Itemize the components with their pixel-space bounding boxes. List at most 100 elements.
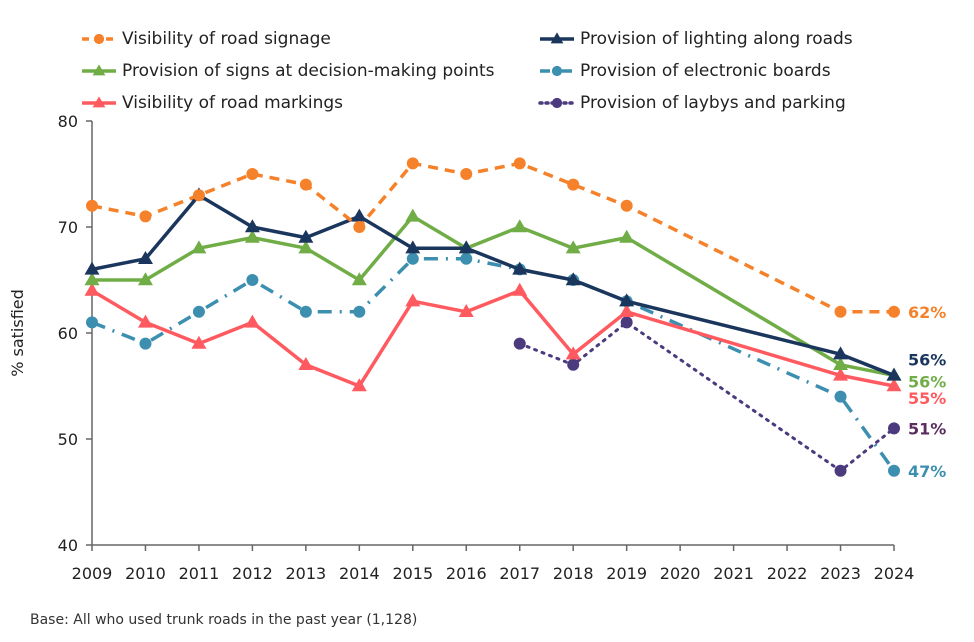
data-point	[512, 219, 528, 233]
legend-marker	[93, 33, 105, 45]
data-point	[86, 199, 98, 212]
data-point	[513, 157, 526, 170]
data-point	[299, 178, 312, 191]
series-0	[86, 157, 900, 318]
x-tick-label: 2016	[446, 564, 487, 583]
end-value-label: 56%	[908, 350, 946, 369]
x-tick-label: 2012	[232, 564, 273, 583]
data-point	[834, 390, 847, 403]
legend-label: Provision of lighting along roads	[580, 29, 853, 49]
legend-swatch-icon	[538, 97, 576, 109]
y-tick-label: 80	[58, 112, 78, 131]
series-2	[84, 208, 902, 381]
y-tick-label: 70	[58, 218, 78, 237]
end-labels: 62% 56% 56% 47% 55% 51%	[908, 303, 946, 481]
legend-marker	[551, 97, 563, 109]
data-point	[246, 274, 259, 286]
series-1	[84, 187, 902, 381]
data-point	[406, 157, 419, 170]
x-tick-label: 2010	[125, 564, 166, 583]
data-point	[567, 358, 580, 371]
data-point	[565, 240, 581, 254]
y-tick-label: 60	[58, 324, 78, 343]
legend-marker	[551, 65, 563, 77]
legend-label: Provision of electronic boards	[580, 61, 831, 81]
data-point	[137, 314, 153, 328]
data-point	[886, 378, 902, 392]
data-point	[565, 272, 581, 286]
data-point	[406, 252, 419, 265]
data-point	[353, 221, 366, 233]
x-tick-label: 2019	[606, 564, 647, 583]
legend-label: Provision of laybys and parking	[580, 93, 846, 113]
data-point	[353, 305, 366, 318]
x-tick-label: 2024	[874, 564, 915, 583]
data-point	[833, 346, 849, 360]
legend: Visibility of road signage Provision of …	[0, 0, 974, 120]
legend-swatch-icon	[540, 65, 574, 77]
x-tick-label: 2014	[339, 564, 380, 583]
data-point	[888, 422, 900, 435]
series-4	[84, 282, 902, 392]
end-value-label: 56%	[908, 372, 946, 391]
data-point	[833, 357, 849, 370]
legend-item-road-signage[interactable]: Visibility of road signage	[80, 29, 331, 49]
data-point	[619, 293, 635, 307]
series-line	[518, 320, 896, 473]
data-point	[888, 305, 900, 318]
data-point	[886, 367, 902, 381]
data-point	[244, 219, 260, 233]
data-point	[834, 464, 847, 477]
data-point	[192, 189, 205, 202]
data-point	[619, 229, 635, 243]
legend-label: Visibility of road signage	[122, 29, 331, 49]
data-point	[619, 304, 635, 317]
data-point	[139, 210, 152, 223]
y-tick-label: 50	[58, 430, 78, 449]
legend-label: Visibility of road markings	[122, 93, 344, 113]
data-point	[84, 282, 100, 296]
data-point	[351, 272, 367, 286]
legend-swatch-icon	[82, 64, 116, 76]
data-point	[620, 316, 633, 329]
data-point	[460, 168, 473, 180]
legend-item-lighting[interactable]: Provision of lighting along roads	[538, 29, 853, 49]
legend-item-road-markings[interactable]: Visibility of road markings	[80, 93, 343, 113]
data-point	[565, 346, 581, 360]
data-point	[298, 229, 314, 243]
x-tick-label: 2022	[767, 564, 808, 583]
x-tick-label: 2018	[553, 564, 594, 583]
data-point	[458, 240, 474, 254]
x-tick-label: 2017	[499, 564, 540, 583]
legend-marker	[92, 96, 106, 108]
y-axis-label: % satisfied	[8, 289, 27, 377]
data-point	[458, 304, 474, 317]
series-layer	[84, 157, 902, 477]
legend-marker	[92, 64, 106, 76]
series-3	[86, 252, 900, 477]
legend-item-electronic-boards[interactable]: Provision of electronic boards	[538, 61, 831, 81]
data-point	[567, 178, 580, 191]
x-tick-label: 2013	[286, 564, 327, 583]
data-point	[137, 251, 153, 264]
data-point	[246, 168, 259, 180]
legend-item-decision-signs[interactable]: Provision of signs at decision-making po…	[80, 61, 495, 81]
data-point	[84, 272, 100, 286]
data-point	[244, 314, 260, 328]
x-tick-label: 2009	[72, 564, 113, 583]
data-point	[512, 282, 528, 296]
end-value-label: 55%	[908, 389, 946, 408]
legend-item-laybys[interactable]: Provision of laybys and parking	[538, 93, 846, 113]
footnote: Base: All who used trunk roads in the pa…	[30, 612, 418, 628]
data-point	[460, 252, 473, 265]
data-point	[139, 337, 152, 350]
data-point	[191, 240, 207, 254]
end-value-label: 51%	[908, 419, 946, 438]
data-point	[512, 261, 528, 275]
x-tick-label: 2021	[713, 564, 754, 583]
series-line	[92, 214, 895, 378]
data-point	[405, 293, 421, 307]
axes: 40 50 60 70 80 2009 2010 2011 2012 2013 2014 2015 20…	[58, 112, 915, 583]
data-point	[192, 305, 205, 318]
